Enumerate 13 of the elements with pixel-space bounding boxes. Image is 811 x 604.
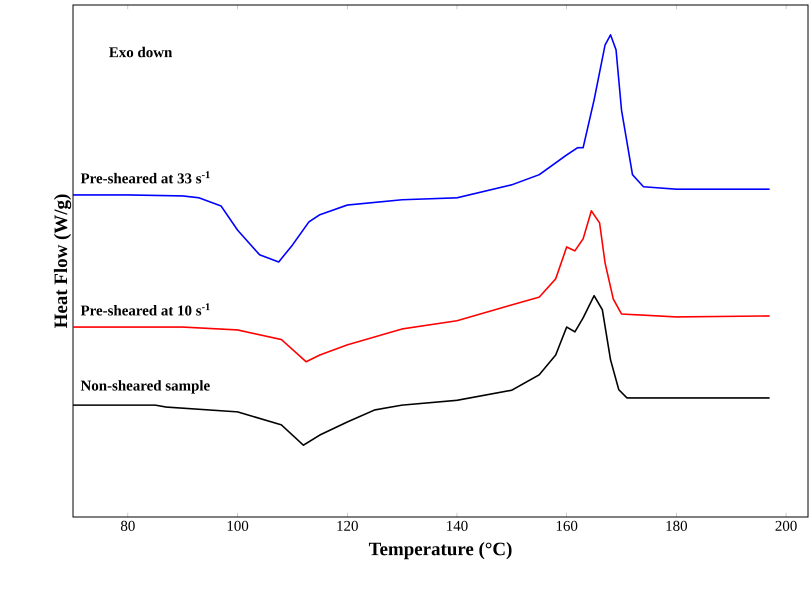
x-tick-label: 80 (120, 520, 135, 531)
x-tick-label: 140 (447, 520, 468, 531)
x-tick-label: 200 (776, 520, 797, 531)
series-label: Pre-sheared at 10 s$^{-1}$ (80, 303, 210, 316)
x-tick-label: 180 (666, 520, 688, 531)
x-tick-label: 100 (228, 520, 248, 531)
series-label: Pre-sheared at 33 s$^{-1}$ (80, 171, 210, 184)
series-label: Non-sheared sample (80, 380, 210, 394)
y-axis-title: Heat Flow (W/g) (54, 194, 72, 328)
x-tick-label: 120 (337, 520, 358, 531)
x-tick-label: 160 (556, 520, 578, 531)
annotation: Exo down (109, 46, 172, 58)
x-axis-title: Temperature (°C) (368, 542, 512, 560)
